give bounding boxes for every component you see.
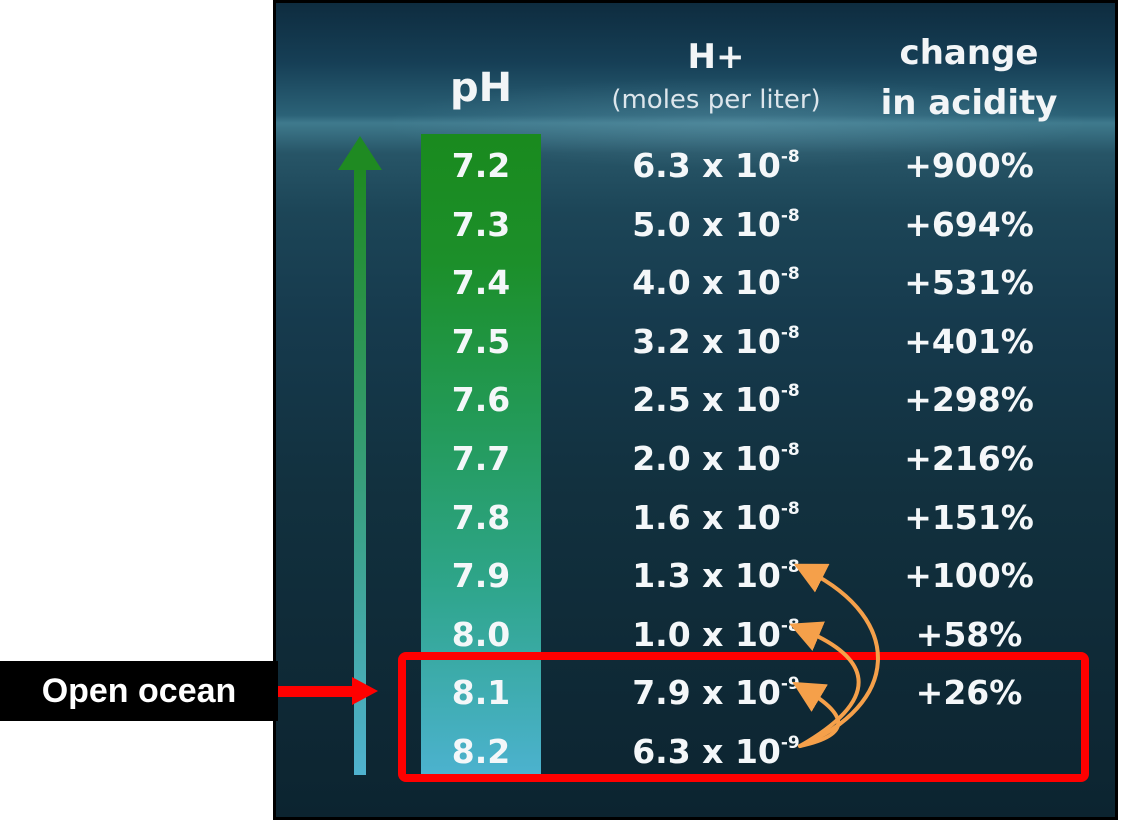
h-plus-mantissa: 6.3 x 10 [632,732,781,771]
h-plus-exponent: -8 [780,381,800,401]
ph-table-panel: pH H+ (moles per liter) change in acidit… [273,0,1118,820]
change-value: +216% [904,439,1034,478]
change-value: +58% [915,615,1023,654]
h-plus-value: 3.2 x 10-8 [556,322,876,361]
open-ocean-callout: Open ocean [0,661,278,721]
ph-value: 8.2 [451,732,511,771]
ph-value: 8.0 [451,615,511,654]
h-plus-value: 6.3 x 10-9 [556,732,876,771]
change-value: +26% [915,673,1023,712]
h-plus-mantissa: 3.2 x 10 [632,322,781,361]
change-value: +298% [904,380,1034,419]
h-plus-value: 7.9 x 10-9 [556,673,876,712]
h-plus-header: H+ [687,37,745,77]
ph-value: 8.1 [451,673,511,712]
h-plus-mantissa: 2.5 x 10 [632,380,781,419]
ph-gradient-column [421,134,541,776]
change-value: +900% [904,146,1034,185]
h-plus-mantissa: 1.6 x 10 [632,498,781,537]
h-plus-value: 1.6 x 10-8 [556,498,876,537]
change-header-line1: change [899,33,1039,73]
change-value: +100% [904,556,1034,595]
h-plus-exponent: -8 [780,147,800,167]
h-plus-mantissa: 7.9 x 10 [632,673,781,712]
h-plus-value: 2.0 x 10-8 [556,439,876,478]
change-value: +694% [904,205,1034,244]
h-plus-exponent: -8 [780,499,800,519]
h-plus-mantissa: 2.0 x 10 [632,439,781,478]
h-plus-value: 2.5 x 10-8 [556,380,876,419]
ph-value: 7.8 [451,498,511,537]
h-plus-exponent: -8 [780,206,800,226]
h-plus-exponent: -8 [780,323,800,343]
ph-header: pH [449,65,513,111]
up-arrow-icon [338,136,382,775]
callout-label: Open ocean [41,671,237,710]
h-plus-mantissa: 6.3 x 10 [632,146,781,185]
h-plus-exponent: -8 [780,440,800,460]
ph-value: 7.6 [451,380,511,419]
ph-value: 7.4 [451,263,511,302]
h-plus-value: 4.0 x 10-8 [556,263,876,302]
change-value: +401% [904,322,1034,361]
h-plus-exponent: -9 [780,733,800,753]
h-plus-unit: (moles per liter) [611,85,821,115]
ph-value: 7.9 [451,556,511,595]
h-plus-value: 6.3 x 10-8 [556,146,876,185]
h-plus-mantissa: 1.3 x 10 [632,556,781,595]
change-value: +531% [904,263,1034,302]
h-plus-exponent: -8 [780,264,800,284]
open-ocean-highlight-box [398,652,1089,782]
ph-value: 7.7 [451,439,511,478]
h-plus-mantissa: 4.0 x 10 [632,263,781,302]
ph-value: 7.5 [451,322,511,361]
curved-arrow-icon [789,563,880,748]
ph-value: 7.3 [451,205,511,244]
ph-value: 7.2 [451,146,511,185]
right-arrow-icon [278,677,378,705]
change-value: +151% [904,498,1034,537]
change-header-line2: in acidity [880,83,1058,123]
h-plus-mantissa: 5.0 x 10 [632,205,781,244]
h-plus-mantissa: 1.0 x 10 [632,615,781,654]
h-plus-value: 5.0 x 10-8 [556,205,876,244]
